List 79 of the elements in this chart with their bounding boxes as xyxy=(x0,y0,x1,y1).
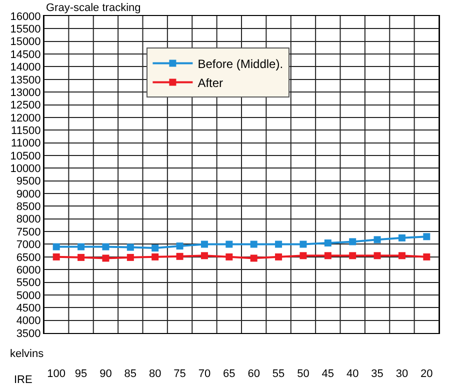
point xyxy=(176,252,184,260)
y-tick-label: 8500 xyxy=(16,201,41,214)
x-tick-label: 85 xyxy=(124,368,137,380)
point xyxy=(200,240,208,248)
point xyxy=(275,240,282,248)
y-tick-label: 15000 xyxy=(10,36,41,48)
point xyxy=(102,254,110,262)
y-tick-label: 13500 xyxy=(10,74,41,86)
y-tick-label: 14500 xyxy=(10,48,41,61)
point xyxy=(275,253,282,260)
point xyxy=(126,254,134,261)
x-tick-label: 55 xyxy=(272,368,285,380)
x-tick-label: 95 xyxy=(74,368,88,380)
y-tick-label: 11500 xyxy=(11,124,41,137)
chart-title: Gray-scale tracking xyxy=(46,2,141,14)
point xyxy=(423,253,430,260)
point xyxy=(52,253,60,260)
y-tick-label: 15500 xyxy=(10,24,41,36)
x-tick-label: 50 xyxy=(297,368,310,380)
y-axis-title: kelvins xyxy=(10,348,44,360)
point xyxy=(176,242,184,250)
y-tick-label: 13000 xyxy=(10,86,41,99)
point xyxy=(300,252,307,260)
x-tick-label: 90 xyxy=(100,368,112,380)
x-tick-label: 60 xyxy=(248,368,260,380)
y-tick-label: 10500 xyxy=(10,150,41,162)
point xyxy=(398,252,406,260)
point xyxy=(349,252,356,260)
y-tick-label: 8000 xyxy=(16,214,41,226)
point xyxy=(226,240,233,248)
x-tick-label: 65 xyxy=(223,368,236,380)
legend-label: After xyxy=(198,76,224,90)
y-tick-label: 9500 xyxy=(16,176,41,188)
point xyxy=(250,254,258,262)
point xyxy=(324,252,332,260)
x-tick-label: 20 xyxy=(420,368,433,380)
x-tick-label: 35 xyxy=(371,368,384,380)
point xyxy=(250,240,258,248)
x-tick-label: 40 xyxy=(346,368,359,380)
point xyxy=(423,233,430,240)
y-tick-label: 7500 xyxy=(16,226,41,238)
x-tick-label: 70 xyxy=(198,368,211,380)
y-tick-label: 12000 xyxy=(10,112,41,124)
x-tick-label: 75 xyxy=(174,368,186,380)
point xyxy=(78,243,85,250)
x-tick-label: 80 xyxy=(148,368,162,380)
x-tick-label: 45 xyxy=(322,368,334,380)
point xyxy=(300,240,307,248)
point xyxy=(374,252,381,260)
point xyxy=(349,238,356,246)
y-tick-label: 12500 xyxy=(10,100,41,112)
legend-label: Before (Middle). xyxy=(198,56,284,71)
y-tick-label: 11000 xyxy=(11,138,41,150)
point xyxy=(102,243,110,250)
point xyxy=(152,253,159,260)
x-tick-label: 100 xyxy=(47,368,66,380)
point xyxy=(200,252,208,260)
point xyxy=(398,234,406,242)
y-tick-label: 5000 xyxy=(16,290,41,302)
point xyxy=(324,239,332,246)
point xyxy=(226,253,233,260)
y-tick-label: 10000 xyxy=(10,163,41,176)
y-tick-label: 14000 xyxy=(10,62,41,74)
y-tick-label: 4500 xyxy=(16,302,41,314)
y-tick-label: 6000 xyxy=(16,264,41,276)
x-tick-label: 30 xyxy=(396,368,408,380)
y-tick-label: 5500 xyxy=(16,277,41,290)
y-tick-label: 9000 xyxy=(16,188,41,200)
point xyxy=(152,244,159,252)
y-tick-label: 16000 xyxy=(10,10,41,23)
y-tick-label: 6500 xyxy=(16,252,41,264)
y-tick-label: 4000 xyxy=(16,315,41,328)
point xyxy=(126,244,134,251)
x-axis-title: IRE xyxy=(14,374,32,386)
point xyxy=(374,236,381,244)
y-tick-label: 7000 xyxy=(16,239,41,252)
point xyxy=(52,243,60,250)
y-tick-label: 3500 xyxy=(16,328,41,340)
point xyxy=(78,254,85,261)
